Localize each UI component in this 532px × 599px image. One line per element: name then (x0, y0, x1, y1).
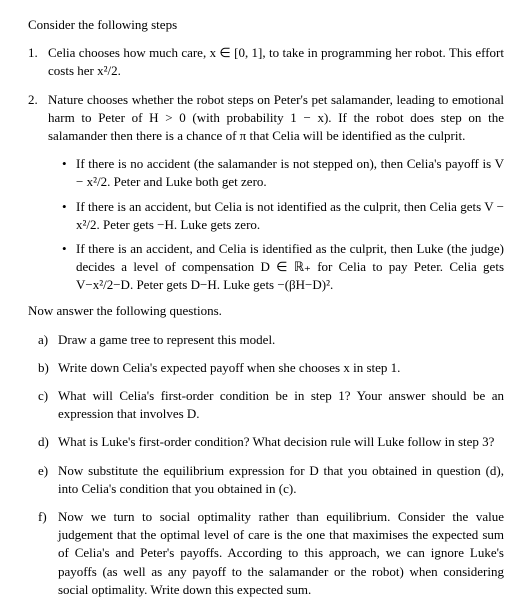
question-letter: f) (38, 508, 58, 599)
bullet-icon: • (62, 155, 76, 191)
question-item: c) What will Celia's first-order conditi… (38, 387, 504, 423)
question-letter: e) (38, 462, 58, 498)
bullet-item: • If there is an accident, but Celia is … (62, 198, 504, 234)
questions-intro: Now answer the following questions. (28, 302, 504, 320)
bullet-content: If there is no accident (the salamander … (76, 155, 504, 191)
step-item: 1. Celia chooses how much care, x ∈ [0, … (28, 44, 504, 80)
question-letter: d) (38, 433, 58, 451)
question-content: Now we turn to social optimality rather … (58, 508, 504, 599)
question-content: What will Celia's first-order condition … (58, 387, 504, 423)
question-letter: a) (38, 331, 58, 349)
step-content: Nature chooses whether the robot steps o… (48, 91, 504, 146)
question-content: Draw a game tree to represent this model… (58, 331, 504, 349)
bullet-icon: • (62, 198, 76, 234)
intro-text: Consider the following steps (28, 16, 504, 34)
question-item: d) What is Luke's first-order condition?… (38, 433, 504, 451)
step-number: 2. (28, 91, 48, 146)
question-item: b) Write down Celia's expected payoff wh… (38, 359, 504, 377)
question-item: a) Draw a game tree to represent this mo… (38, 331, 504, 349)
step-content: Celia chooses how much care, x ∈ [0, 1],… (48, 44, 504, 80)
question-item: f) Now we turn to social optimality rath… (38, 508, 504, 599)
bullet-content: If there is an accident, but Celia is no… (76, 198, 504, 234)
step-item: 2. Nature chooses whether the robot step… (28, 91, 504, 146)
question-content: Now substitute the equilibrium expressio… (58, 462, 504, 498)
question-content: Write down Celia's expected payoff when … (58, 359, 504, 377)
bullet-list: • If there is no accident (the salamande… (62, 155, 504, 294)
question-letter: c) (38, 387, 58, 423)
question-item: e) Now substitute the equilibrium expres… (38, 462, 504, 498)
bullet-icon: • (62, 240, 76, 295)
bullet-item: • If there is an accident, and Celia is … (62, 240, 504, 295)
question-letter: b) (38, 359, 58, 377)
question-content: What is Luke's first-order condition? Wh… (58, 433, 504, 451)
bullet-item: • If there is no accident (the salamande… (62, 155, 504, 191)
bullet-content: If there is an accident, and Celia is id… (76, 240, 504, 295)
step-number: 1. (28, 44, 48, 80)
